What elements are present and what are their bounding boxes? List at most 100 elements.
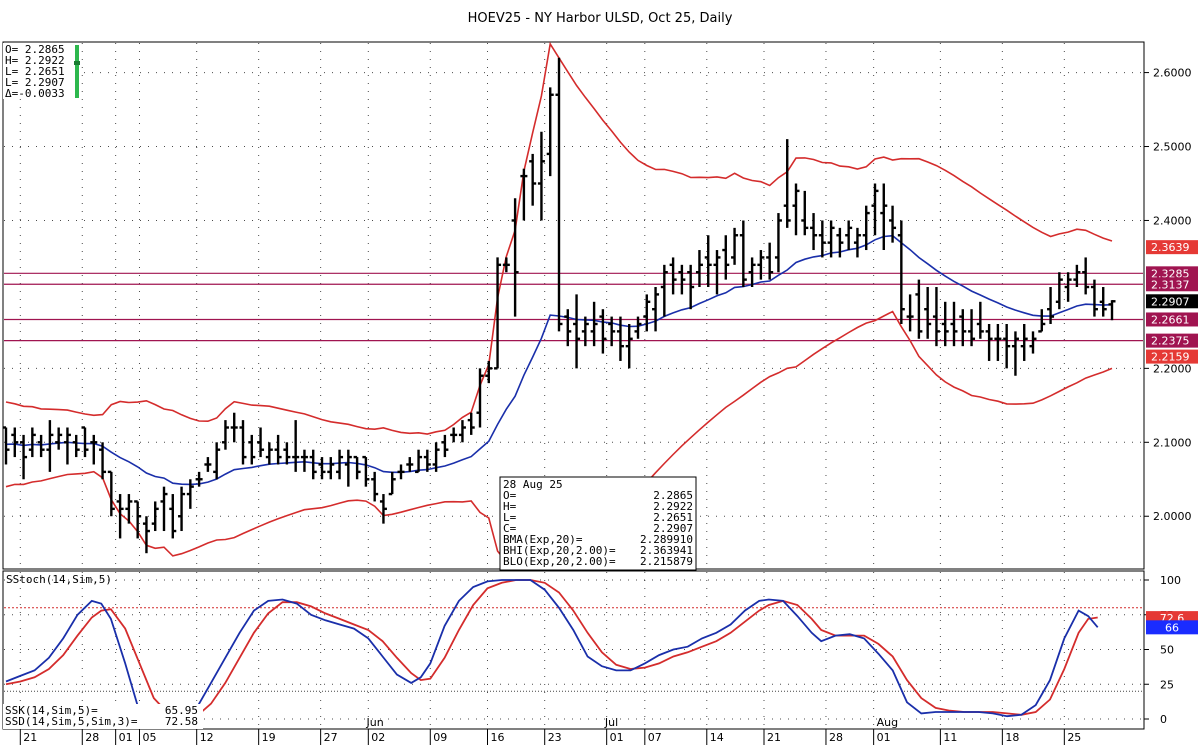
price-tick-label: 2.5000 bbox=[1153, 141, 1192, 154]
ohlc-bar bbox=[1108, 300, 1116, 321]
ohlc-bar bbox=[107, 470, 115, 517]
ohlc-bar bbox=[423, 449, 431, 472]
ohlc-bar bbox=[941, 301, 949, 347]
ohlc-bar bbox=[634, 316, 642, 339]
ohlc-bar bbox=[415, 449, 423, 474]
ssd-line bbox=[5, 579, 1098, 720]
ohlc-bar bbox=[116, 494, 124, 539]
ohlc-bar bbox=[169, 494, 177, 539]
price-marker-bg bbox=[1146, 240, 1198, 255]
ohlc-bar bbox=[687, 264, 695, 310]
ohlc-bar bbox=[2, 426, 10, 465]
month-label: Aug bbox=[877, 716, 898, 729]
ssk-label: SSK(14,Sim,5)= bbox=[5, 704, 98, 717]
ohlc-bar bbox=[774, 213, 782, 273]
ohlc-bar bbox=[713, 250, 721, 295]
ohlc-bar bbox=[99, 442, 107, 480]
ohlc-bar bbox=[344, 449, 352, 487]
ohlc-bar bbox=[239, 420, 247, 465]
ohlc-bar bbox=[669, 257, 677, 295]
ohlc-bar bbox=[573, 294, 581, 369]
price-tick-label: 2.0000 bbox=[1153, 510, 1192, 523]
ohlc-bar bbox=[63, 427, 71, 465]
price-marker-label: 2.2375 bbox=[1151, 335, 1190, 348]
price-marker-bg bbox=[1146, 349, 1198, 364]
ohlc-bar bbox=[766, 242, 774, 280]
ohlc-bar bbox=[695, 250, 703, 288]
ohlc-bar bbox=[90, 434, 98, 465]
green-price-bar bbox=[75, 45, 79, 98]
price-marker-bg bbox=[1146, 312, 1198, 327]
ohlc-bar bbox=[590, 301, 598, 347]
info-box: 28 Aug 25 O= 2.2865 H= 2.2922 L= 2.2651 … bbox=[499, 476, 697, 571]
ohlc-bar bbox=[889, 205, 897, 243]
ohlc-bar bbox=[1099, 287, 1107, 317]
ohlc-bar bbox=[37, 434, 45, 458]
ohlc-bar bbox=[134, 500, 142, 539]
info-close-value: 2.2907 bbox=[653, 522, 693, 535]
day-label: 18 bbox=[1005, 731, 1019, 744]
ohlc-bar bbox=[265, 442, 273, 465]
day-label: 21 bbox=[23, 731, 37, 744]
stoch-marker-label: 66 bbox=[1165, 621, 1179, 634]
ohlc-bar bbox=[660, 264, 668, 317]
info-close-label: C= bbox=[503, 522, 517, 535]
ohlc-bar bbox=[309, 449, 317, 480]
ohlc-bar bbox=[406, 457, 414, 472]
day-label: 16 bbox=[490, 731, 504, 744]
month-label: Jun bbox=[366, 716, 384, 729]
ohlc-bar bbox=[274, 434, 282, 465]
ohlc-bar bbox=[160, 486, 168, 532]
stoch-tick-label: 0 bbox=[1160, 713, 1167, 726]
ohlc-bar bbox=[704, 235, 712, 288]
day-label: 14 bbox=[710, 731, 724, 744]
ohlc-bar bbox=[739, 220, 747, 288]
ohlc-bar bbox=[46, 420, 54, 472]
ohlc-bar bbox=[845, 220, 853, 251]
ohlc-bar bbox=[1047, 287, 1055, 324]
ohlc-bar bbox=[142, 516, 150, 554]
ohlc-bar bbox=[458, 420, 466, 443]
ohlc-bar bbox=[546, 87, 554, 177]
ohlc-bar bbox=[248, 434, 256, 465]
day-label: 23 bbox=[548, 731, 562, 744]
price-tick-label: 2.6000 bbox=[1153, 67, 1192, 80]
price-marker-bg bbox=[1146, 294, 1198, 309]
price-marker: 2.2375 bbox=[1146, 333, 1198, 348]
ohlc-bar bbox=[783, 139, 791, 228]
info-bma-label: BMA(Exp,20)= bbox=[503, 533, 583, 546]
stoch-readout-box bbox=[3, 704, 203, 729]
ohlc-bar bbox=[555, 57, 563, 332]
ohlc-bar bbox=[55, 427, 63, 450]
ohlc-bar bbox=[652, 287, 660, 332]
price-marker: 2.3285 bbox=[1146, 266, 1198, 281]
ohlc-bar bbox=[678, 264, 686, 295]
ohlc-bar bbox=[476, 368, 484, 428]
price-marker-label: 2.2661 bbox=[1151, 313, 1190, 326]
ssd-label: SSD(14,Sim,5,Sim,3)= bbox=[5, 715, 138, 728]
grid bbox=[4, 43, 1143, 728]
ohlc-bar bbox=[643, 294, 651, 332]
day-label: 28 bbox=[829, 731, 843, 744]
price-marker: 2.3639 bbox=[1146, 240, 1198, 255]
readout-open: O= 2.2865 bbox=[5, 43, 65, 56]
stoch-tick-label: 100 bbox=[1160, 574, 1181, 587]
info-low-value: 2.2651 bbox=[653, 511, 693, 524]
ohlc-bar bbox=[327, 457, 335, 480]
ohlc-bar bbox=[283, 442, 291, 465]
ohlc-bar bbox=[1073, 264, 1081, 288]
ohlc-bar bbox=[186, 479, 194, 509]
ohlc-bar bbox=[994, 323, 1002, 361]
ohlc-bar bbox=[608, 316, 616, 347]
ohlc-bar bbox=[485, 360, 493, 384]
ohlc-bar bbox=[537, 131, 545, 221]
ohlc-bar bbox=[213, 442, 221, 480]
ohlc-bar bbox=[467, 412, 475, 435]
ohlc-readout: O= 2.2865 H= 2.2922 L= 2.2651 L= 2.2907 … bbox=[3, 43, 80, 100]
day-label: 09 bbox=[433, 731, 447, 744]
ohlc-bar bbox=[932, 287, 940, 347]
ohlc-bar bbox=[625, 323, 633, 369]
ohlc-bar bbox=[353, 455, 361, 480]
